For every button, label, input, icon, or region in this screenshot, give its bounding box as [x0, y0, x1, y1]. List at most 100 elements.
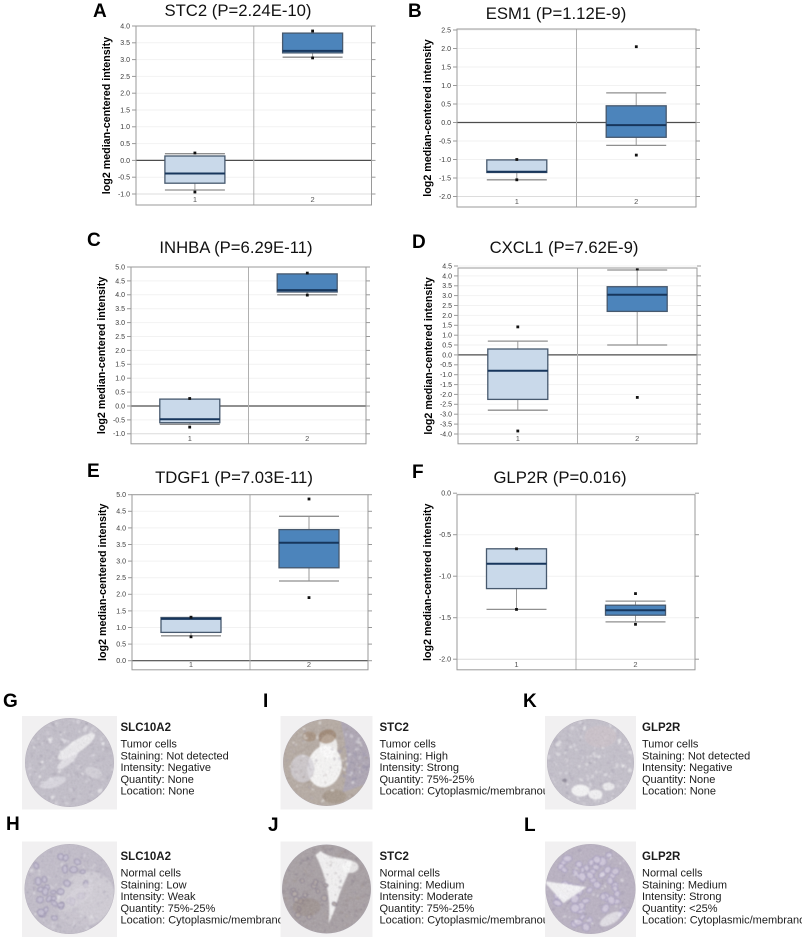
svg-text:2: 2 [311, 195, 315, 204]
svg-text:-4.0: -4.0 [440, 431, 452, 438]
svg-text:Quantity: 75%-25%: Quantity: 75%-25% [380, 774, 475, 786]
svg-text:4.0: 4.0 [442, 273, 452, 280]
svg-text:1: 1 [514, 660, 518, 669]
svg-text:0.0: 0.0 [441, 491, 451, 498]
svg-text:Staining: Not detected: Staining: Not detected [121, 750, 229, 762]
svg-text:GLP2R: GLP2R [642, 722, 681, 734]
svg-text:Staining: High: Staining: High [380, 750, 449, 762]
svg-text:Intensity: Negative: Intensity: Negative [121, 762, 212, 774]
svg-text:log2 median-centered intensity: log2 median-centered intensity [422, 504, 434, 661]
svg-text:Staining: Medium: Staining: Medium [380, 879, 465, 891]
svg-text:Quantity: <25%: Quantity: <25% [642, 903, 718, 915]
svg-text:-1.0: -1.0 [113, 431, 125, 438]
svg-text:log2 median-centered intensity: log2 median-centered intensity [422, 39, 434, 196]
svg-text:-1.5: -1.5 [440, 382, 452, 389]
svg-text:1.0: 1.0 [115, 376, 125, 383]
svg-text:2: 2 [633, 660, 637, 669]
svg-text:5.0: 5.0 [115, 264, 125, 271]
svg-text:1: 1 [516, 434, 520, 443]
svg-text:2.5: 2.5 [116, 575, 126, 582]
svg-text:-1.0: -1.0 [439, 157, 451, 164]
svg-text:-0.5: -0.5 [439, 532, 451, 539]
svg-text:Staining: Medium: Staining: Medium [642, 879, 727, 891]
svg-text:K: K [523, 691, 537, 712]
svg-text:1.5: 1.5 [442, 323, 452, 330]
svg-text:STC2: STC2 [380, 722, 409, 734]
svg-text:log2 median-centered intensity: log2 median-centered intensity [101, 37, 113, 194]
svg-text:I: I [263, 691, 268, 712]
svg-text:1.5: 1.5 [441, 64, 451, 71]
svg-text:SLC10A2: SLC10A2 [121, 851, 172, 863]
svg-text:2: 2 [307, 660, 311, 669]
svg-text:SLC10A2: SLC10A2 [121, 722, 172, 734]
svg-text:3.0: 3.0 [120, 57, 130, 64]
svg-text:1: 1 [188, 434, 192, 443]
svg-text:3.0: 3.0 [116, 559, 126, 566]
svg-text:Quantity: None: Quantity: None [121, 774, 194, 786]
svg-text:4.0: 4.0 [116, 525, 126, 532]
svg-text:Staining: Low: Staining: Low [121, 879, 187, 891]
svg-text:-0.5: -0.5 [113, 417, 125, 424]
svg-text:0.0: 0.0 [115, 403, 125, 410]
svg-text:Location: Cytoplasmic/membrano: Location: Cytoplasmic/membranous [642, 915, 802, 927]
svg-text:log2 median-centered intensity: log2 median-centered intensity [96, 277, 108, 434]
svg-text:-3.5: -3.5 [440, 422, 452, 429]
svg-text:4.0: 4.0 [115, 292, 125, 299]
svg-text:TDGF1 (P=7.03E-11): TDGF1 (P=7.03E-11) [155, 468, 313, 487]
svg-text:1.0: 1.0 [120, 124, 130, 131]
svg-text:Quantity: 75%-25%: Quantity: 75%-25% [380, 903, 475, 915]
svg-text:-1.5: -1.5 [439, 175, 451, 182]
svg-text:2.0: 2.0 [442, 313, 452, 320]
svg-text:-2.5: -2.5 [440, 402, 452, 409]
svg-text:4.0: 4.0 [120, 23, 130, 30]
svg-text:2.5: 2.5 [120, 74, 130, 81]
svg-text:Normal cells: Normal cells [380, 868, 441, 880]
svg-text:3.0: 3.0 [115, 320, 125, 327]
svg-text:0.0: 0.0 [441, 120, 451, 127]
svg-text:1.0: 1.0 [441, 83, 451, 90]
svg-text:4.5: 4.5 [442, 263, 452, 270]
svg-text:Location: Cytoplasmic/membrano: Location: Cytoplasmic/membranous [121, 915, 296, 927]
svg-text:2.0: 2.0 [120, 91, 130, 98]
svg-text:F: F [412, 462, 424, 483]
svg-text:-1.5: -1.5 [439, 615, 451, 622]
svg-text:H: H [6, 814, 20, 835]
svg-text:0.5: 0.5 [120, 141, 130, 148]
svg-text:-1.0: -1.0 [440, 372, 452, 379]
svg-text:B: B [408, 1, 422, 22]
svg-text:C: C [87, 230, 101, 251]
svg-text:D: D [412, 232, 426, 253]
svg-text:2: 2 [305, 434, 309, 443]
svg-text:Intensity: Negative: Intensity: Negative [642, 762, 733, 774]
svg-text:-0.5: -0.5 [439, 138, 451, 145]
svg-text:1: 1 [189, 660, 193, 669]
svg-text:Location: None: Location: None [642, 786, 716, 798]
svg-text:2.0: 2.0 [115, 348, 125, 355]
svg-text:3.5: 3.5 [115, 306, 125, 313]
svg-text:0.0: 0.0 [116, 658, 126, 665]
svg-text:Tumor cells: Tumor cells [380, 739, 437, 751]
svg-text:J: J [268, 815, 279, 836]
svg-text:2.5: 2.5 [441, 27, 451, 34]
svg-text:-2.0: -2.0 [440, 392, 452, 399]
svg-text:2.5: 2.5 [442, 303, 452, 310]
svg-text:-0.5: -0.5 [118, 175, 130, 182]
svg-text:Intensity: Weak: Intensity: Weak [121, 891, 196, 903]
svg-text:3.5: 3.5 [116, 542, 126, 549]
svg-text:INHBA (P=6.29E-11): INHBA (P=6.29E-11) [159, 238, 312, 257]
svg-text:-3.0: -3.0 [440, 412, 452, 419]
svg-text:3.5: 3.5 [442, 283, 452, 290]
svg-text:GLP2R: GLP2R [642, 851, 681, 863]
svg-text:4.5: 4.5 [115, 278, 125, 285]
svg-text:1.5: 1.5 [116, 608, 126, 615]
svg-text:-1.0: -1.0 [118, 191, 130, 198]
svg-text:G: G [3, 691, 18, 712]
svg-text:1: 1 [193, 195, 197, 204]
svg-text:Normal cells: Normal cells [642, 868, 703, 880]
svg-text:L: L [524, 815, 536, 836]
svg-text:log2 median-centered intensity: log2 median-centered intensity [423, 277, 435, 434]
svg-text:Location: None: Location: None [121, 786, 195, 798]
svg-text:Location: Cytoplasmic/membrano: Location: Cytoplasmic/membranous [380, 915, 555, 927]
svg-text:Staining: Not detected: Staining: Not detected [642, 750, 750, 762]
svg-text:2.5: 2.5 [115, 334, 125, 341]
